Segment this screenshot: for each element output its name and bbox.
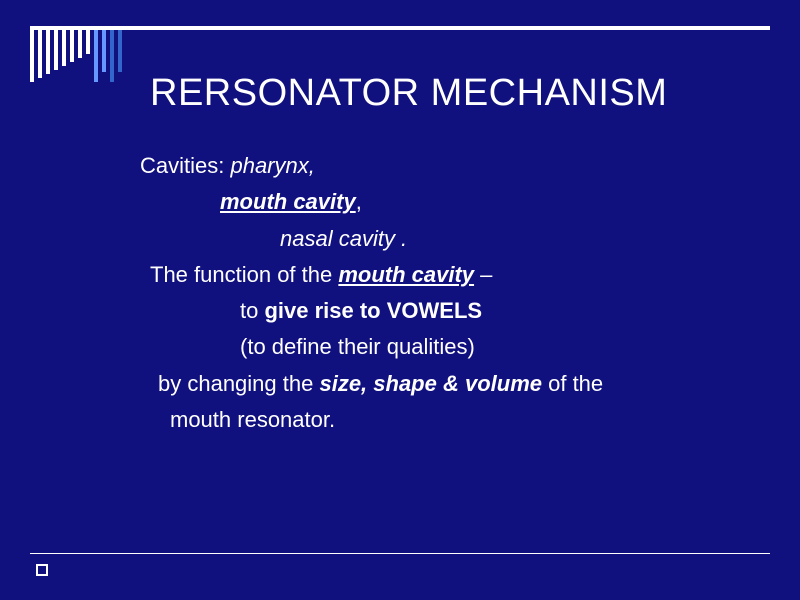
corner-decoration bbox=[30, 30, 122, 86]
corner-bar bbox=[38, 30, 42, 78]
corner-bar bbox=[54, 30, 58, 70]
corner-bar bbox=[110, 30, 114, 82]
corner-bar bbox=[46, 30, 50, 74]
by-changing-text: by changing the bbox=[158, 371, 319, 396]
corner-bar bbox=[30, 30, 34, 82]
line-define: (to define their qualities) bbox=[140, 329, 740, 365]
size-shape-volume: size, shape & volume bbox=[319, 371, 542, 396]
slide-body: Cavities: pharynx, mouth cavity, nasal c… bbox=[140, 148, 740, 438]
line-give-rise: to give rise to VOWELS bbox=[140, 293, 740, 329]
slide-title: RERSONATOR MECHANISM bbox=[150, 72, 667, 115]
vowels-text: give rise to VOWELS bbox=[264, 298, 482, 323]
corner-bar bbox=[94, 30, 98, 82]
corner-bar bbox=[78, 30, 82, 58]
line-mouth-cavity: mouth cavity, bbox=[140, 184, 740, 220]
to-text: to bbox=[240, 298, 264, 323]
line-function: The function of the mouth cavity – bbox=[140, 257, 740, 293]
line-cavities: Cavities: pharynx, bbox=[140, 148, 740, 184]
line-changing: by changing the size, shape & volume of … bbox=[140, 366, 740, 402]
footer-bullet-icon bbox=[36, 564, 48, 576]
dash: – bbox=[474, 262, 492, 287]
bottom-horizontal-rule bbox=[30, 553, 770, 554]
of-the-text: of the bbox=[542, 371, 603, 396]
corner-bar bbox=[102, 30, 106, 72]
corner-bar bbox=[118, 30, 122, 72]
line-mouth-resonator: mouth resonator. bbox=[140, 402, 740, 438]
mouth-cavity-em: mouth cavity bbox=[338, 262, 474, 287]
corner-bar bbox=[70, 30, 74, 62]
function-prefix: The function of the bbox=[150, 262, 338, 287]
mouth-cavity-text: mouth cavity bbox=[220, 189, 356, 214]
line-nasal-cavity: nasal cavity . bbox=[140, 221, 740, 257]
corner-bar bbox=[86, 30, 90, 54]
comma: , bbox=[356, 189, 362, 214]
cavities-label: Cavities: bbox=[140, 153, 230, 178]
corner-bar bbox=[62, 30, 66, 66]
top-horizontal-rule bbox=[30, 26, 770, 30]
pharynx-text: pharynx, bbox=[230, 153, 314, 178]
